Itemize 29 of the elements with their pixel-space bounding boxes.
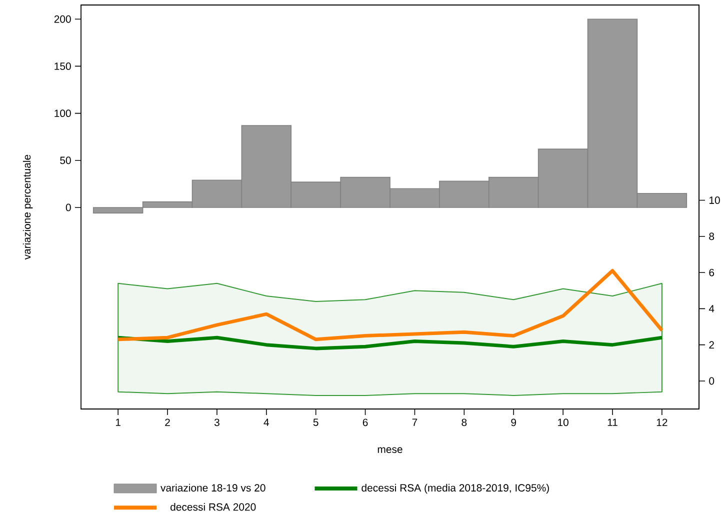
y-axis-title: variazione percentuale [22, 154, 33, 260]
y-tick-label: 50 [60, 156, 71, 164]
x-tick-label: 6 [362, 418, 368, 426]
x-tick-label: 5 [313, 418, 318, 426]
x-tick-label: 3 [214, 418, 220, 426]
line-series [116, 336, 664, 350]
x-tick-label: 12 [656, 418, 668, 426]
y2-tick-label: 2 [709, 341, 714, 348]
y2-tick-label: 0 [709, 377, 714, 385]
legend-label: decessi RSA (media 2018-2019, IC95%) [362, 484, 549, 494]
y2-tick-label: 10 [709, 196, 720, 204]
x-tick-label: 1 [116, 418, 120, 426]
y-tick-label: 100 [54, 110, 71, 118]
legend-label: decessi RSA 2020 [170, 503, 256, 511]
y2-tick-label: 8 [709, 232, 714, 240]
legend-label: variazione 18-19 vs 20 [160, 484, 266, 492]
y-tick-label: 0 [66, 204, 71, 212]
x-tick-label: 2 [165, 418, 170, 426]
x-axis-title: mese [378, 447, 402, 453]
x-tick-label: 10 [558, 418, 568, 426]
x-tick-label: 9 [511, 418, 516, 426]
y-tick-label: 200 [54, 15, 71, 23]
x-tick-label: 4 [264, 418, 269, 426]
x-tick-label: 8 [462, 418, 467, 426]
y-tick-label: 150 [54, 62, 71, 70]
x-tick-label: 7 [412, 418, 418, 426]
y2-tick-label: 4 [708, 305, 714, 312]
y2-tick-label: 6 [709, 268, 714, 276]
x-tick-label: 11 [608, 418, 618, 426]
